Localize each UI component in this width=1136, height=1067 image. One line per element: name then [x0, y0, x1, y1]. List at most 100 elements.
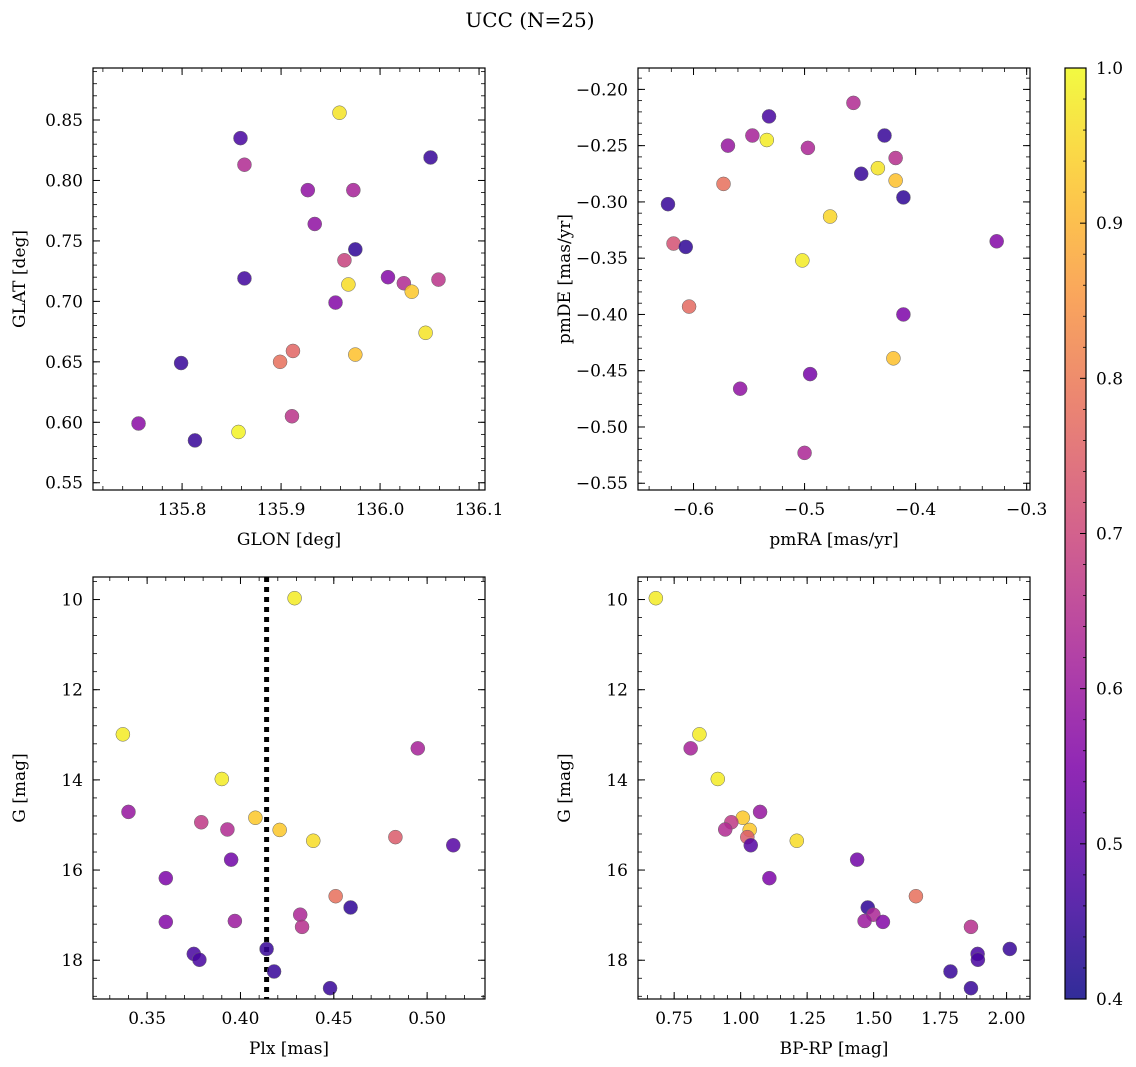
data-point: [237, 157, 252, 172]
axes-frame: [92, 67, 486, 491]
data-point: [989, 234, 1004, 249]
data-point: [908, 888, 924, 904]
x-axis-label: BP-RP [mag]: [780, 1039, 889, 1059]
data-point: [292, 907, 308, 922]
data-point: [743, 838, 759, 853]
ticks: [638, 68, 1030, 490]
data-point: [158, 914, 174, 930]
x-tick-label: −0.4: [895, 500, 936, 520]
x-tick-label: 0.75: [655, 1009, 693, 1029]
x-tick-label: 1.00: [722, 1009, 760, 1029]
data-point: [348, 347, 363, 362]
y-tick-label: 10: [61, 591, 83, 611]
data-point: [759, 132, 775, 148]
data-point: [223, 852, 239, 867]
data-point: [294, 919, 310, 935]
x-tick-label: 0.50: [408, 1009, 446, 1029]
y-tick-label: 16: [61, 861, 83, 881]
ticks: [638, 577, 1030, 999]
data-point: [648, 590, 664, 606]
points: [660, 95, 1004, 461]
x-tick-label: 135.9: [257, 500, 306, 520]
x-tick-label: 0.40: [222, 1009, 260, 1029]
data-point: [115, 727, 131, 742]
y-tick-label: 18: [606, 951, 628, 971]
data-point: [431, 272, 446, 287]
y-tick-label: −0.35: [576, 249, 628, 269]
panel-glon-glat: 135.8 135.9 136.0 136.1 0.55 0.60 0.65 0.70 0.75…: [10, 67, 503, 550]
data-point: [348, 242, 363, 257]
data-point: [678, 239, 694, 255]
data-point: [328, 295, 343, 310]
data-point: [800, 140, 816, 156]
data-point: [896, 307, 911, 322]
data-point: [214, 771, 230, 787]
y-tick-label: −0.50: [576, 418, 628, 438]
data-point: [343, 900, 358, 915]
y-tick-label: 12: [61, 681, 83, 701]
data-point: [710, 771, 726, 787]
points: [115, 590, 461, 996]
data-point: [259, 941, 274, 957]
data-point: [131, 416, 146, 431]
x-tick-label: 136.0: [356, 500, 405, 520]
data-point: [732, 381, 748, 396]
data-point: [789, 833, 805, 848]
x-tick-label: 135.8: [158, 500, 207, 520]
data-point: [272, 822, 287, 838]
data-point: [388, 829, 403, 845]
data-point: [328, 888, 343, 904]
colorbar-tick-label: 0.8: [1096, 369, 1123, 389]
data-point: [446, 838, 461, 853]
x-tick-label: 2.00: [988, 1009, 1026, 1029]
data-point: [797, 445, 812, 461]
data-point: [875, 914, 891, 930]
data-point: [1002, 941, 1018, 957]
y-tick-label: 0.75: [45, 232, 83, 252]
x-axis-label: GLON [deg]: [237, 530, 341, 550]
colorbar-tick-label: 0.7: [1096, 525, 1123, 545]
y-tick-label: 10: [606, 591, 628, 611]
data-point: [745, 128, 760, 143]
data-point: [896, 190, 911, 205]
x-tick-label: −0.6: [673, 500, 714, 520]
data-point: [248, 810, 263, 826]
y-tick-label: −0.40: [576, 305, 628, 325]
data-point: [849, 852, 865, 867]
colorbar: 0.4 0.5 0.6 0.7 0.8 0.9 1.0: [1064, 59, 1123, 1010]
y-tick-label: −0.55: [576, 474, 628, 494]
y-tick-label: −0.45: [576, 362, 628, 382]
data-point: [752, 804, 768, 820]
data-point: [888, 150, 903, 166]
data-point: [853, 166, 869, 182]
data-point: [720, 138, 736, 153]
y-tick-label: 12: [606, 681, 628, 701]
data-point: [322, 980, 338, 996]
points: [131, 105, 446, 448]
data-point: [943, 964, 958, 979]
x-tick-label: 1.75: [921, 1009, 959, 1029]
data-point: [337, 253, 352, 268]
x-tick-label: −0.3: [1006, 500, 1047, 520]
ticks: [93, 577, 485, 999]
data-point: [418, 325, 433, 341]
x-tick-label: 0.45: [315, 1009, 353, 1029]
y-tick-label: 0.65: [45, 353, 83, 373]
data-point: [886, 351, 901, 366]
y-tick-label: 0.85: [45, 111, 83, 131]
figure-title: UCC (N=25): [465, 8, 594, 32]
axes-frame: [637, 67, 1031, 491]
panels: 135.8 135.9 136.0 136.1 0.55 0.60 0.65 0.70 0.75…: [10, 67, 1047, 1059]
y-axis-label: pmDE [mas/yr]: [555, 214, 575, 344]
y-tick-label: 0.80: [45, 171, 83, 191]
data-point: [237, 271, 252, 286]
panel-plx-g: 0.35 0.40 0.45 0.50 10 12 14 16 18 Plx [mas] G [ma…: [10, 576, 486, 1059]
x-tick-label: 1.25: [788, 1009, 826, 1029]
data-point: [410, 741, 426, 756]
y-tick-label: 16: [606, 861, 628, 881]
x-axis-label: pmRA [mas/yr]: [769, 530, 898, 550]
data-point: [846, 95, 861, 111]
data-point: [346, 182, 361, 198]
x-axis-label: Plx [mas]: [249, 1039, 329, 1059]
y-tick-label: −0.20: [576, 80, 628, 100]
